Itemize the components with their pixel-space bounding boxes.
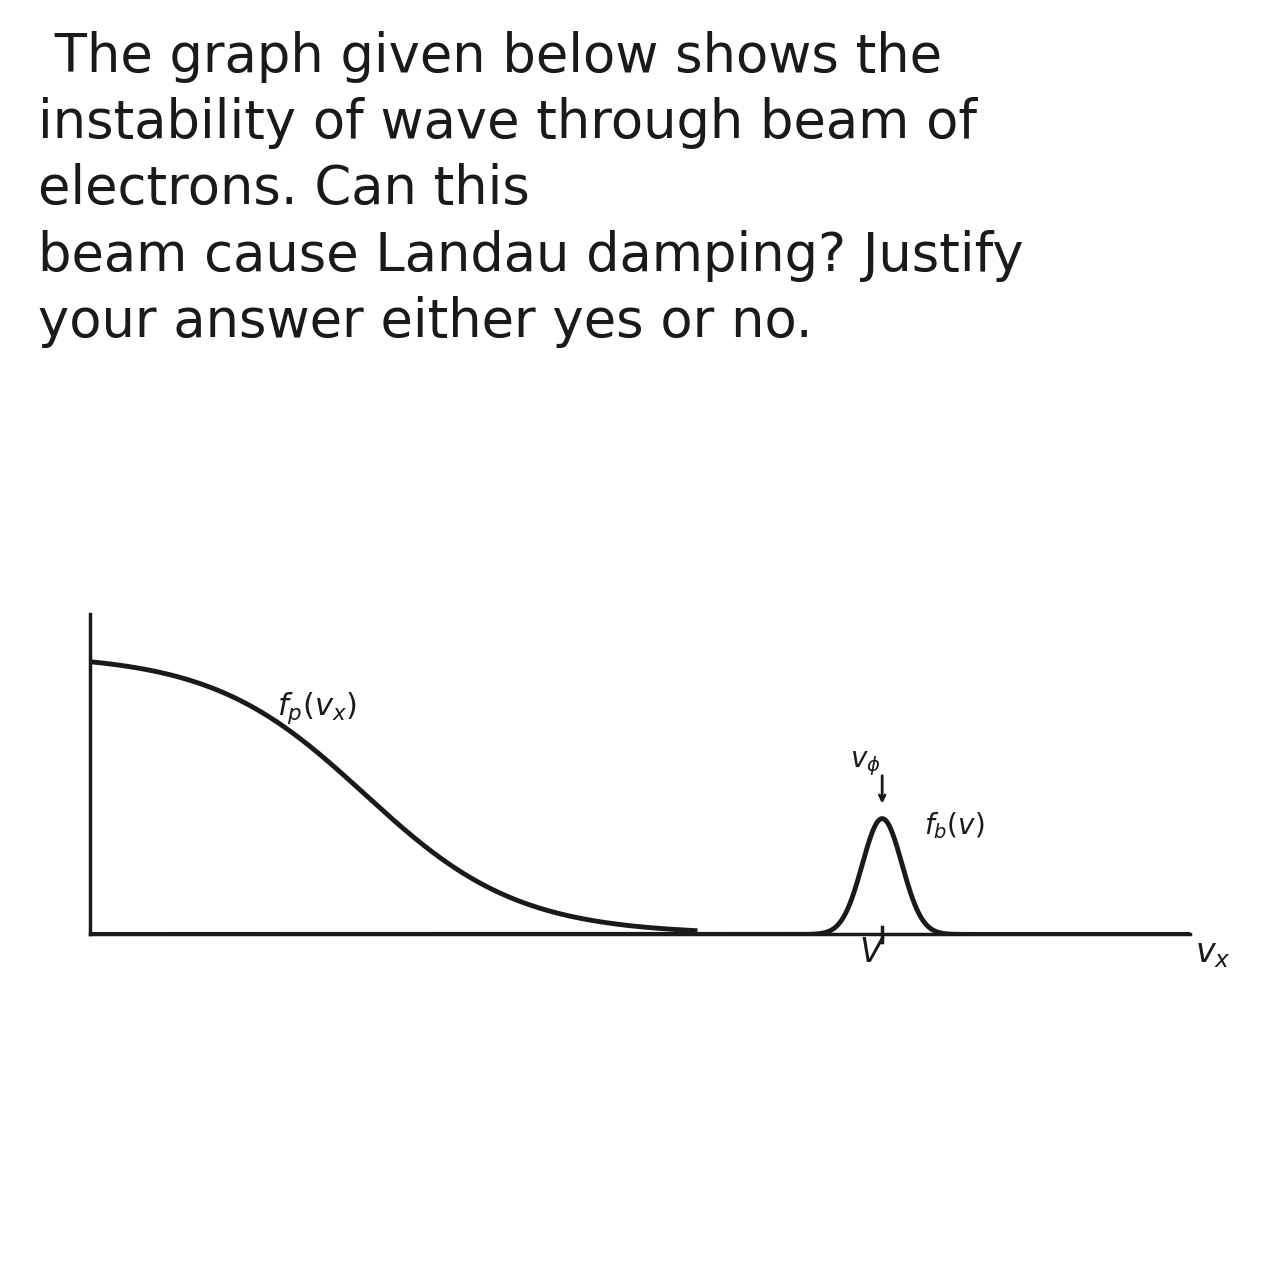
Text: $f_b(v)$: $f_b(v)$	[924, 810, 984, 841]
Text: V: V	[860, 936, 883, 969]
Text: The graph given below shows the
instability of wave through beam of
electrons. C: The graph given below shows the instabil…	[38, 31, 1024, 348]
Text: $v_\phi$: $v_\phi$	[850, 749, 881, 777]
Text: $f_p(v_x)$: $f_p(v_x)$	[276, 690, 357, 726]
Text: $v_x$: $v_x$	[1194, 937, 1230, 969]
